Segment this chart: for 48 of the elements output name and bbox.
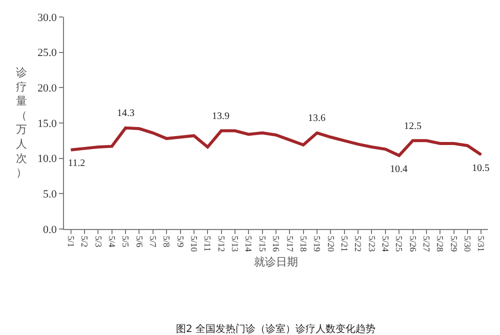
x-tick-label: 5/17 [284, 236, 295, 252]
x-tick-label: 5/8 [162, 236, 172, 248]
x-tick-label: 5/4 [106, 236, 117, 248]
x-tick-label: 5/16 [271, 236, 282, 252]
x-tick-label: 5/25 [394, 236, 404, 252]
x-tick-label: 5/12 [216, 236, 226, 252]
x-tick-label: 5/5 [120, 236, 131, 248]
y-tick-label: 20.0 [38, 82, 58, 95]
x-tick-label: 5/28 [435, 236, 446, 252]
x-tick-label: 5/6 [134, 236, 144, 248]
x-tick-label: 5/31 [476, 236, 486, 252]
y-tick-label: 30.0 [38, 12, 58, 24]
data-label: 12.5 [404, 121, 422, 132]
data-label: 13.6 [308, 113, 326, 124]
x-tick-label: 5/11 [202, 236, 213, 252]
x-tick-label: 5/18 [298, 236, 308, 252]
x-tick-label: 5/24 [380, 236, 390, 252]
data-label: 14.3 [117, 108, 134, 119]
x-tick-label: 5/22 [353, 236, 364, 252]
x-tick-label: 5/3 [93, 236, 104, 248]
x-tick-label: 5/7 [148, 236, 158, 248]
x-tick-label: 5/2 [80, 236, 90, 248]
x-tick-label: 5/20 [326, 236, 336, 252]
y-tick-label: 25.0 [38, 47, 58, 60]
x-tick-label: 5/23 [366, 236, 377, 252]
caption: 图2 全国发热门诊（诊室）诊疗人数变化趋势 [176, 323, 376, 335]
data-label: 10.4 [390, 164, 408, 175]
y-tick-label: 5.0 [43, 188, 58, 201]
x-tick-label: 5/9 [175, 236, 186, 248]
x-tick-label: 5/15 [257, 236, 268, 252]
data-label: 13.9 [212, 111, 230, 122]
x-tick-label: 5/30 [462, 236, 473, 252]
x-tick-label: 5/1 [66, 236, 76, 248]
y-tick-label: 15.0 [38, 118, 58, 130]
x-tick-label: 5/27 [422, 236, 432, 252]
data-label: 10.5 [472, 163, 490, 174]
data-label: 11.2 [68, 158, 86, 169]
y-tick-label: 0.0 [43, 224, 58, 236]
x-tick-label: 5/10 [189, 236, 200, 252]
x-tick-label: 5/13 [230, 236, 240, 252]
y-axis-title: 诊疗量（万人次） [16, 67, 27, 180]
x-tick-label: 5/14 [244, 236, 254, 252]
y-tick-label: 10.0 [38, 153, 58, 166]
x-axis-title: 就诊日期 [254, 256, 298, 268]
x-tick-label: 5/29 [448, 236, 459, 252]
x-tick-label: 5/26 [408, 236, 418, 252]
x-tick-label: 5/21 [339, 236, 350, 252]
x-tick-label: 5/19 [312, 236, 322, 252]
